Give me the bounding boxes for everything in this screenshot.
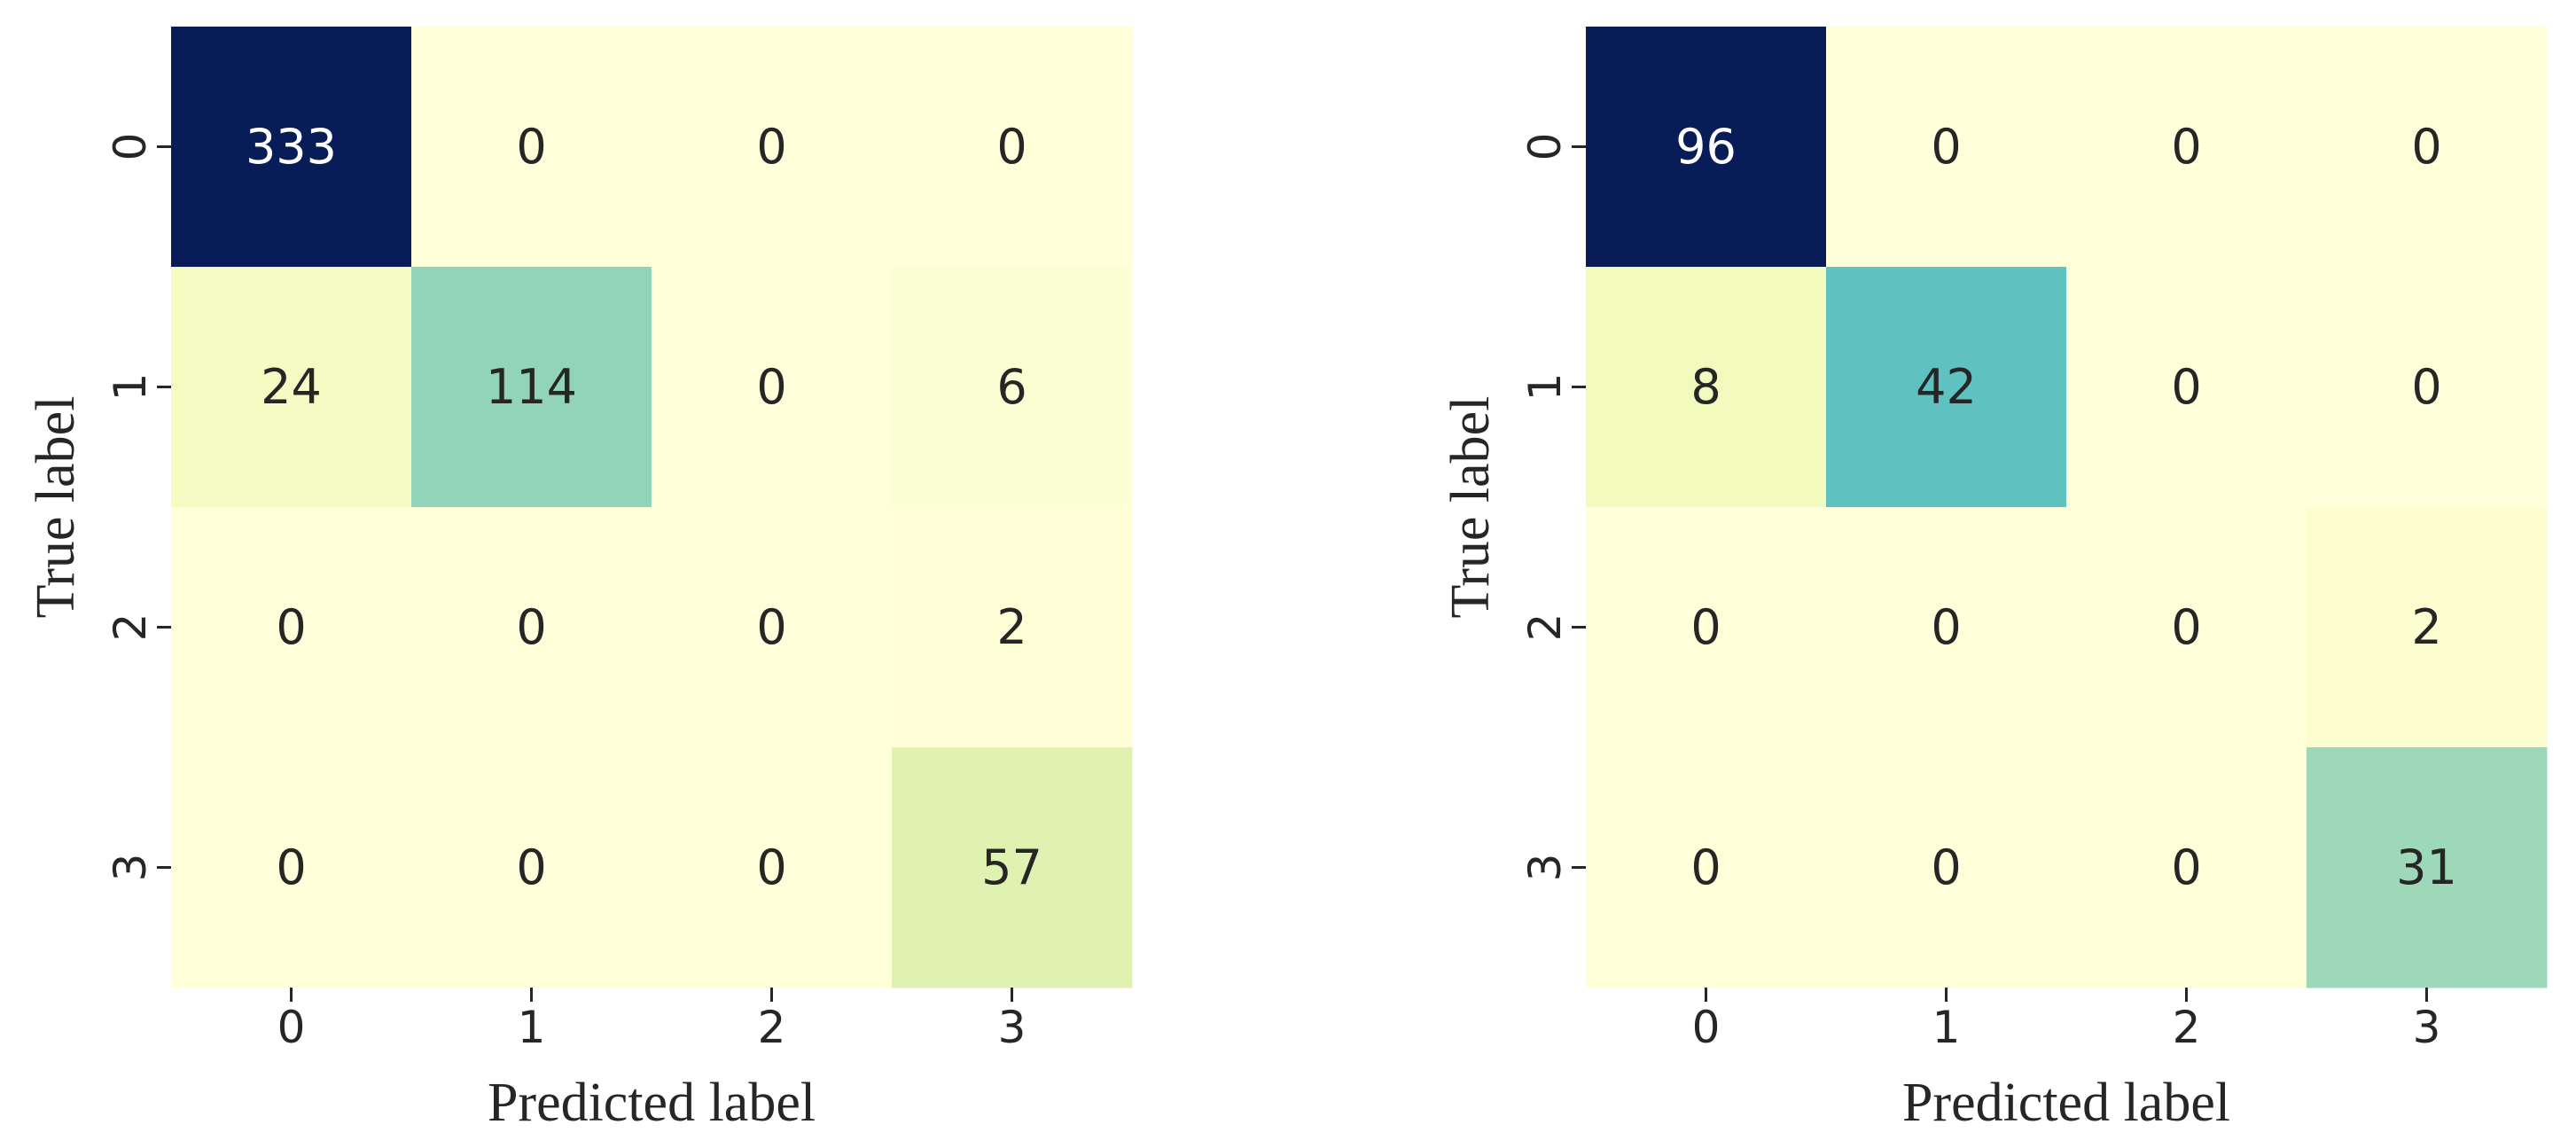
heatmap-cell-1-1: [1826, 267, 2067, 508]
cell-value-label-3-0: 0: [1690, 840, 1721, 895]
cell-value-label-2-0: 0: [276, 599, 306, 655]
cell-value-label-0-3: 0: [996, 119, 1026, 175]
heatmap-cell-3-2: [652, 747, 893, 988]
cell-value-label-3-1: 0: [516, 840, 546, 895]
cell-value-label-2-3: 2: [996, 599, 1026, 655]
y-tick-label-0: 0: [1519, 133, 1571, 161]
cell-value-label-1-3: 0: [2411, 359, 2441, 415]
cell-value-label-2-3: 2: [2411, 599, 2441, 655]
heatmap-cell-2-0: [1586, 507, 1827, 748]
heatmap-cell-1-0: [1586, 267, 1827, 508]
cell-value-label-0-3: 0: [2411, 119, 2441, 175]
cell-value-label-1-0: 24: [261, 359, 322, 415]
x-axis-label: Predicted label: [488, 1073, 816, 1133]
cell-value-label-2-2: 0: [2171, 599, 2201, 655]
cell-value-label-1-2: 0: [756, 359, 786, 415]
heatmap-cell-2-3: [892, 507, 1133, 748]
cell-value-label-3-2: 0: [756, 840, 786, 895]
heatmap-cell-0-3: [892, 27, 1133, 268]
cell-value-label-2-1: 0: [516, 599, 546, 655]
heatmap-cell-1-2: [2066, 267, 2307, 508]
cell-value-label-0-2: 0: [2171, 119, 2201, 175]
y-tick-label-1: 1: [105, 373, 156, 402]
x-tick-label-0: 0: [1692, 1002, 1721, 1053]
cell-value-label-0-1: 0: [516, 119, 546, 175]
cell-value-label-3-3: 31: [2396, 840, 2457, 895]
cell-value-label-1-0: 8: [1690, 359, 1721, 415]
x-tick-label-2: 2: [758, 1002, 786, 1053]
cell-value-label-1-1: 114: [486, 359, 577, 415]
cell-value-label-0-1: 0: [1931, 119, 1961, 175]
heatmap-cell-0-0: [1586, 27, 1827, 268]
y-tick-label-3: 3: [1519, 854, 1571, 882]
heatmap-cell-1-1: [411, 267, 652, 508]
confusion-matrix-right: 96 0 0 0 8 42 0 0 0 0 0 2 0 0 0 31 0 1 2 3 0 1 2 3 Predicted lab…: [1440, 27, 2548, 1133]
heatmap-cell-0-0: [171, 27, 412, 268]
cell-value-label-2-0: 0: [1690, 599, 1721, 655]
heatmap-cell-2-1: [1826, 507, 2067, 748]
heatmap-cell-2-2: [652, 507, 893, 748]
x-tick-label-3: 3: [998, 1002, 1026, 1053]
y-tick-label-2: 2: [105, 613, 156, 642]
heatmap-cell-3-1: [411, 747, 652, 988]
x-axis-label: Predicted label: [1902, 1073, 2230, 1133]
heatmap-cell-1-2: [652, 267, 893, 508]
cell-value-label-0-2: 0: [756, 119, 786, 175]
heatmap-cell-0-1: [411, 27, 652, 268]
heatmap-cell-3-1: [1826, 747, 2067, 988]
heatmap-cell-0-1: [1826, 27, 2067, 268]
x-tick-label-3: 3: [2413, 1002, 2441, 1053]
heatmap-cell-0-3: [2307, 27, 2548, 268]
cell-value-label-3-2: 0: [2171, 840, 2201, 895]
cell-value-label-0-0: 333: [246, 119, 337, 175]
heatmap-cell-0-2: [652, 27, 893, 268]
cell-value-label-3-1: 0: [1931, 840, 1961, 895]
cell-value-label-2-1: 0: [1931, 599, 1961, 655]
cell-value-label-3-0: 0: [276, 840, 306, 895]
heatmap-cell-0-2: [2066, 27, 2307, 268]
x-tick-label-1: 1: [1932, 1002, 1961, 1053]
cell-value-label-1-2: 0: [2171, 359, 2201, 415]
cell-value-label-1-1: 42: [1916, 359, 1977, 415]
y-tick-label-3: 3: [105, 854, 156, 882]
heatmap-cell-1-3: [892, 267, 1133, 508]
y-tick-label-1: 1: [1519, 373, 1571, 402]
heatmap-cell-2-2: [2066, 507, 2307, 748]
heatmap-cell-3-0: [1586, 747, 1827, 988]
confusion-matrix-left: 333 0 0 0 24 114 0 6 0 0 0 2 0 0 0 57 0 1 2 3 0 1 2 3 Predicted …: [26, 27, 1133, 1133]
cell-value-label-3-3: 57: [981, 840, 1042, 895]
heatmap-cell-2-3: [2307, 507, 2548, 748]
cell-value-label-2-2: 0: [756, 599, 786, 655]
x-tick-label-2: 2: [2173, 1002, 2201, 1053]
heatmap-cell-3-3: [892, 747, 1133, 988]
heatmap-cell-2-0: [171, 507, 412, 748]
heatmap-cell-3-3: [2307, 747, 2548, 988]
heatmap-cell-3-2: [2066, 747, 2307, 988]
x-tick-label-1: 1: [518, 1002, 546, 1053]
y-tick-label-2: 2: [1519, 613, 1571, 642]
x-tick-label-0: 0: [277, 1002, 306, 1053]
y-axis-label: True label: [1440, 396, 1501, 619]
heatmap-cell-3-0: [171, 747, 412, 988]
heatmap-cell-2-1: [411, 507, 652, 748]
heatmap-cell-1-0: [171, 267, 412, 508]
y-tick-label-0: 0: [105, 133, 156, 161]
cell-value-label-1-3: 6: [996, 359, 1026, 415]
heatmap-cell-1-3: [2307, 267, 2548, 508]
cell-value-label-0-0: 96: [1675, 119, 1737, 175]
y-axis-label: True label: [26, 396, 86, 619]
